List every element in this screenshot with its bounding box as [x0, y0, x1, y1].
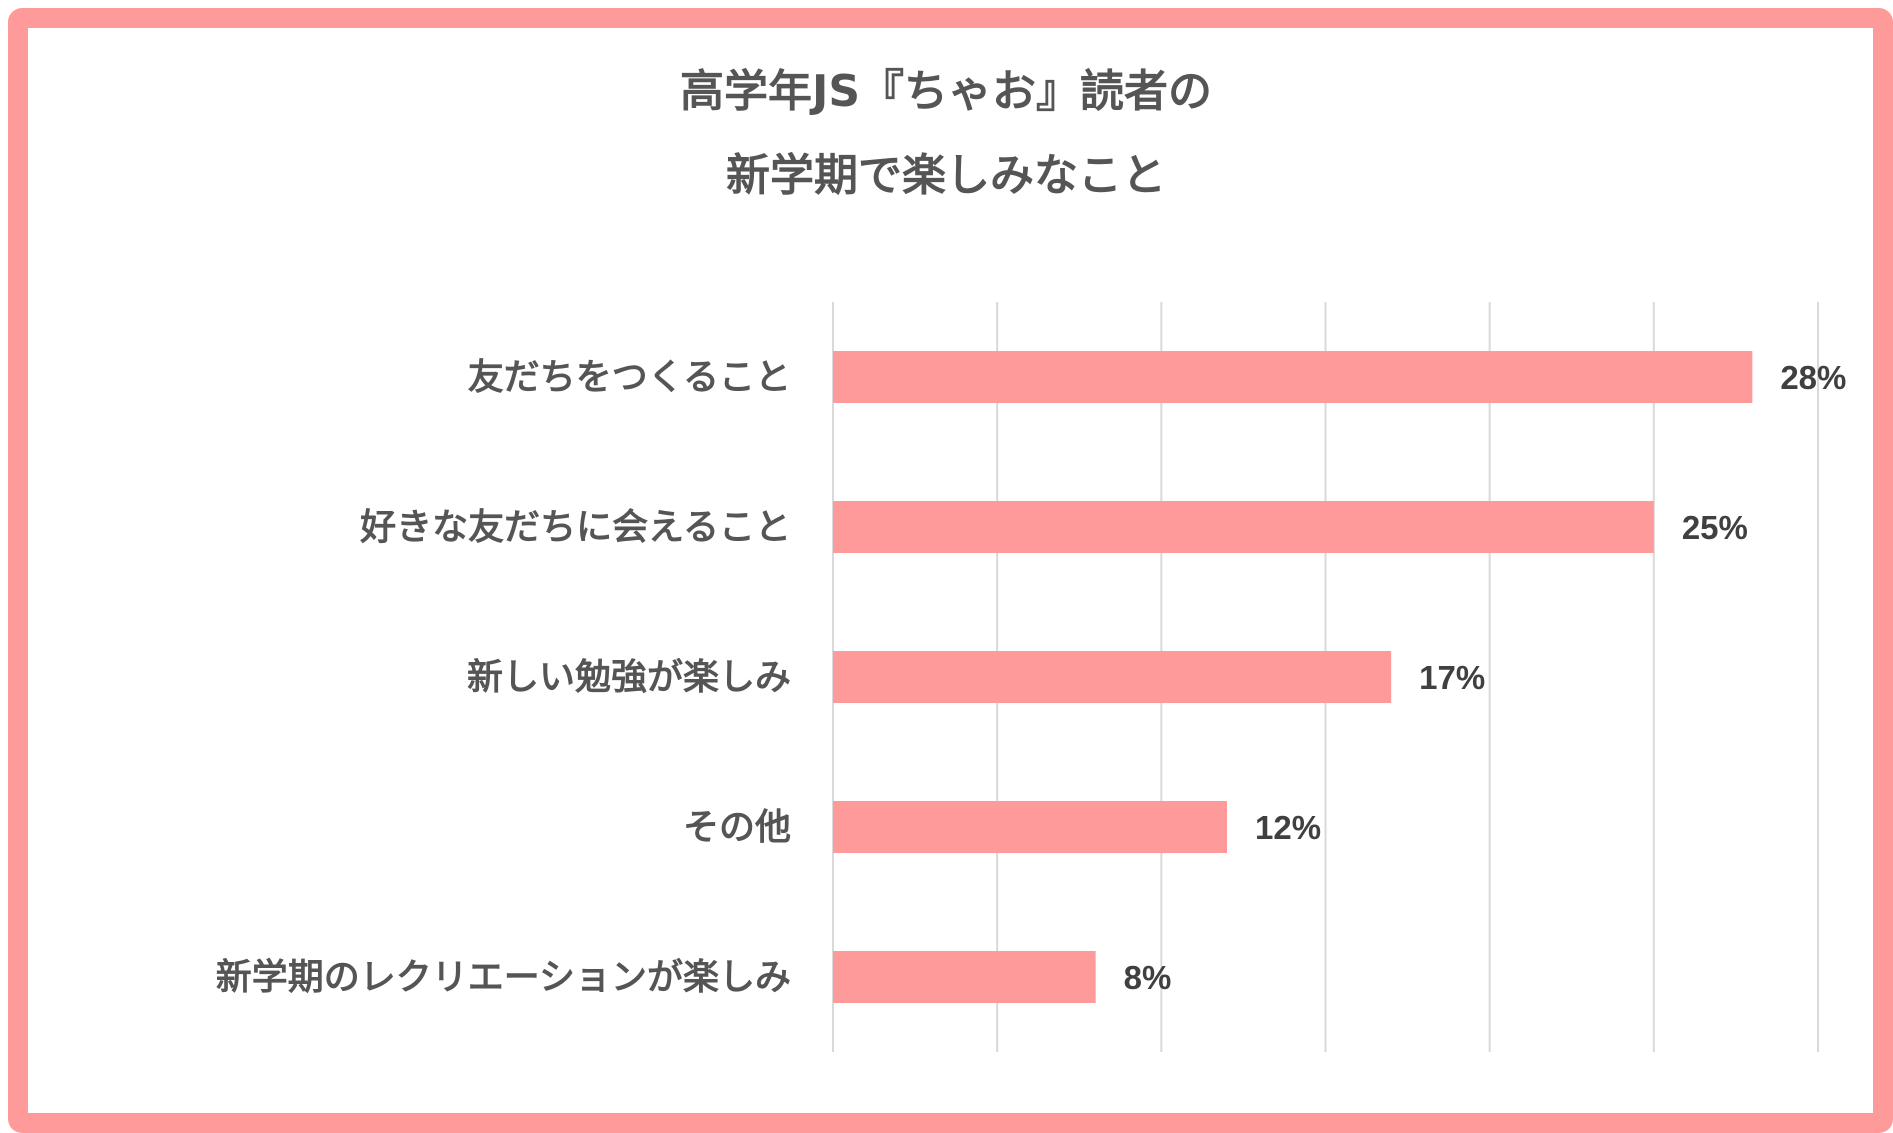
chart-title-line-2: 新学期で楽しみなこと	[726, 150, 1166, 201]
bar	[833, 801, 1227, 853]
bars	[833, 351, 1753, 1003]
category-label: 好きな友だちに会えること	[359, 507, 791, 548]
data-label: 8%	[1124, 959, 1172, 996]
bar	[833, 501, 1654, 553]
bar	[833, 351, 1753, 403]
data-label: 12%	[1255, 809, 1321, 846]
data-label: 28%	[1780, 359, 1846, 396]
category-label: その他	[683, 807, 791, 848]
chart-frame	[8, 8, 1893, 1133]
category-label: 新しい勉強が楽しみ	[467, 657, 791, 698]
data-label: 25%	[1682, 509, 1748, 546]
value-labels: 28% 25% 17% 12% 8%	[1124, 359, 1847, 996]
bar	[833, 951, 1096, 1003]
bar	[833, 651, 1392, 703]
category-label: 友だちをつくること	[468, 357, 791, 398]
chart-title-line-1: 高学年JS『ちゃお』読者の	[680, 66, 1212, 117]
data-label: 17%	[1419, 659, 1485, 696]
category-label: 新学期のレクリエーションが楽しみ	[216, 956, 791, 998]
category-labels: 友だちをつくること好きな友だちに会えること新しい勉強が楽しみその他新学期のレクリ…	[216, 357, 791, 998]
